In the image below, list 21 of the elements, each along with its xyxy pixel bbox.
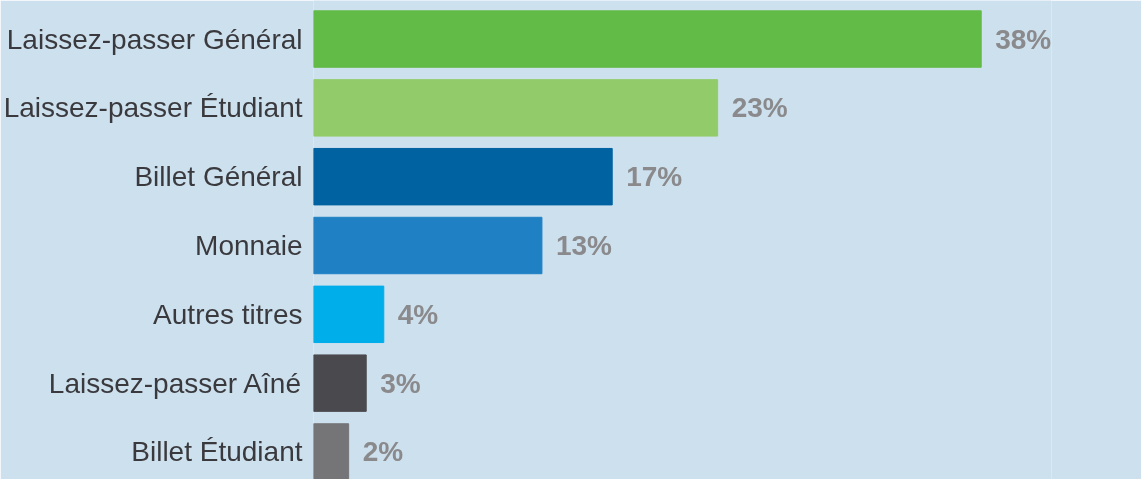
data-label: 4%: [397, 298, 439, 330]
y-tick-label: Billet Général: [134, 161, 303, 193]
data-label: 17%: [626, 161, 683, 193]
data-label: 23%: [731, 92, 788, 124]
bar: [313, 423, 350, 479]
bar: [313, 147, 613, 206]
bar: [313, 216, 543, 275]
bar: [313, 10, 982, 68]
y-tick-label: Laissez-passer Aîné: [48, 367, 301, 399]
bar: [313, 354, 367, 412]
y-tick-label: Laissez-passer Étudiant: [3, 92, 303, 124]
y-tick-label: Laissez-passer Général: [6, 23, 303, 55]
data-label: 38%: [995, 23, 1052, 55]
bar: [313, 285, 385, 344]
y-tick-label: Billet Étudiant: [131, 436, 303, 468]
data-label: 2%: [362, 436, 404, 468]
data-label: 3%: [380, 367, 421, 399]
bar: [313, 79, 719, 137]
data-label: 13%: [555, 230, 613, 262]
y-tick-label: Monnaie: [195, 230, 303, 262]
y-tick-label: Autres titres: [153, 298, 303, 330]
